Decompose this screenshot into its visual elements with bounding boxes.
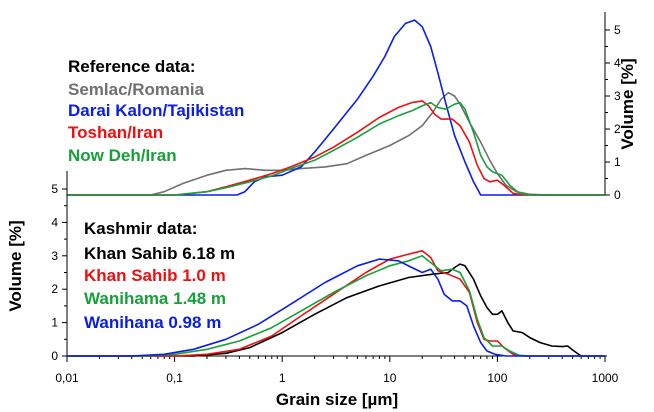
bottom-y-tick-label: 4 (51, 215, 58, 229)
bottom-y-ticks: 0 1 2 3 4 5 (51, 182, 67, 363)
bottom-series (67, 250, 605, 357)
legend-item-semlac: Semlac/Romania (68, 80, 205, 99)
x-tick-label: 100 (487, 371, 507, 385)
bottom-y-tick-label: 5 (51, 182, 58, 196)
x-tick-label: 0,1 (166, 371, 183, 385)
top-y-ticks: 0 1 2 3 4 5 (605, 23, 621, 202)
top-y-tick-label: 1 (614, 155, 621, 169)
top-y-tick-label: 0 (614, 188, 621, 202)
series-line-now-deh-iran (67, 101, 605, 196)
series-line-semlac-romania (67, 91, 605, 196)
top-y-axis-label: Volume [%] (618, 58, 637, 149)
bottom-panel: 0 1 2 3 4 5 0,01 0,1 1 10 100 1000 Volume [%] Grai… (6, 171, 619, 409)
bottom-y-tick-label: 0 (51, 349, 58, 363)
top-y-tick-label: 5 (614, 23, 621, 37)
reference-legend-title: Reference data: (68, 57, 196, 76)
x-tick-label: 10 (383, 371, 397, 385)
series-line-wanihana-0-98-m (67, 258, 605, 357)
series-line-khan-sahib-6-18-m (67, 263, 605, 357)
top-y-tick-label: 4 (614, 56, 621, 70)
x-tick-label: 0,01 (55, 371, 79, 385)
bottom-y-tick-label: 2 (51, 282, 58, 296)
x-axis-label: Grain size [µm] (276, 390, 398, 409)
legend-item-now-deh: Now Deh/Iran (68, 146, 177, 165)
bottom-y-tick-label: 3 (51, 249, 58, 263)
x-tick-label: 1000 (592, 371, 619, 385)
series-line-khan-sahib-1-0-m (67, 250, 605, 357)
kashmir-legend: Kashmir data: Khan Sahib 6.18 m Khan Sah… (84, 219, 235, 332)
top-series (67, 19, 605, 196)
top-panel: 0 1 2 3 4 5 Volume [%] Reference data: Semlac… (67, 12, 637, 202)
top-y-tick-label: 3 (614, 89, 621, 103)
reference-legend: Reference data: Semlac/Romania Darai Kal… (68, 57, 244, 165)
x-tick-label: 1 (279, 371, 286, 385)
series-line-wanihama-1-48-m (67, 255, 605, 357)
legend-item-khan-sahib-10: Khan Sahib 1.0 m (84, 266, 226, 285)
legend-item-wanihana-098: Wanihana 0.98 m (84, 313, 221, 332)
bottom-x-ticks: 0,01 0,1 1 10 100 1000 (55, 356, 619, 385)
top-y-tick-label: 2 (614, 122, 621, 136)
series-line-toshan-iran (67, 100, 605, 196)
legend-item-toshan: Toshan/Iran (68, 123, 163, 142)
legend-item-khan-sahib-618: Khan Sahib 6.18 m (84, 244, 235, 263)
bottom-y-axis-label: Volume [%] (6, 220, 25, 311)
bottom-y-tick-label: 1 (51, 316, 58, 330)
kashmir-legend-title: Kashmir data: (84, 219, 197, 238)
legend-item-wanihama-148: Wanihama 1.48 m (84, 289, 226, 308)
legend-item-darai-kalon: Darai Kalon/Tajikistan (68, 101, 244, 120)
